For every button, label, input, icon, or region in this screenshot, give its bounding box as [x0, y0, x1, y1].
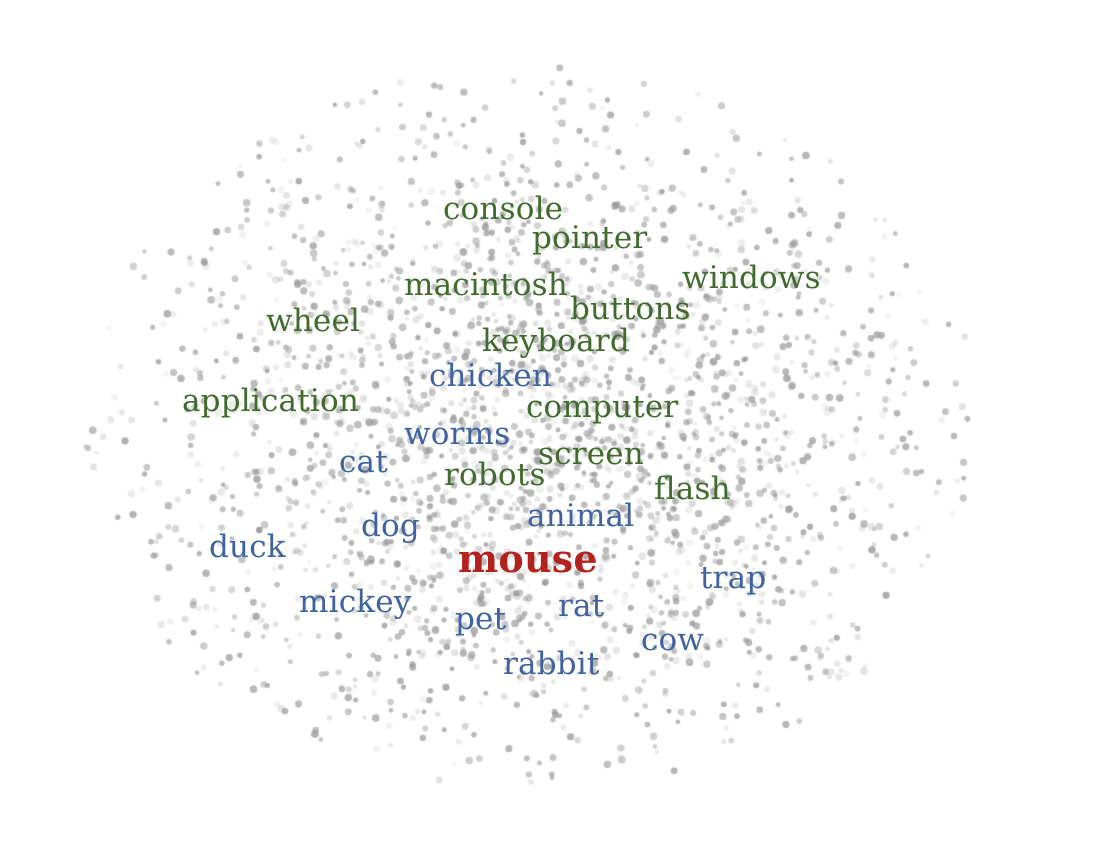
word-robots: robots — [444, 457, 546, 493]
word-rat: rat — [558, 588, 605, 624]
word-pet: pet — [455, 601, 507, 637]
word-wheel: wheel — [266, 303, 361, 339]
word-mickey: mickey — [299, 584, 412, 620]
word-console: console — [443, 191, 564, 227]
word-flash: flash — [654, 471, 731, 507]
word-cat: cat — [339, 444, 388, 480]
word-windows: windows — [682, 260, 821, 296]
word-computer: computer — [526, 389, 679, 425]
word-duck: duck — [209, 529, 286, 565]
word-cow: cow — [641, 622, 705, 658]
word-keyboard: keyboard — [482, 323, 630, 359]
word-application: application — [182, 383, 360, 419]
word-buttons: buttons — [570, 291, 691, 327]
word-rabbit: rabbit — [503, 646, 600, 682]
word-macintosh: macintosh — [404, 267, 568, 303]
word-chicken: chicken — [429, 358, 553, 394]
word-screen: screen — [538, 436, 644, 472]
word-animal: animal — [527, 498, 635, 534]
word-dog: dog — [361, 508, 420, 544]
target-word-mouse: mouse — [458, 536, 598, 581]
word-trap: trap — [700, 560, 767, 596]
word-pointer: pointer — [532, 220, 648, 256]
word-worms: worms — [404, 416, 511, 452]
